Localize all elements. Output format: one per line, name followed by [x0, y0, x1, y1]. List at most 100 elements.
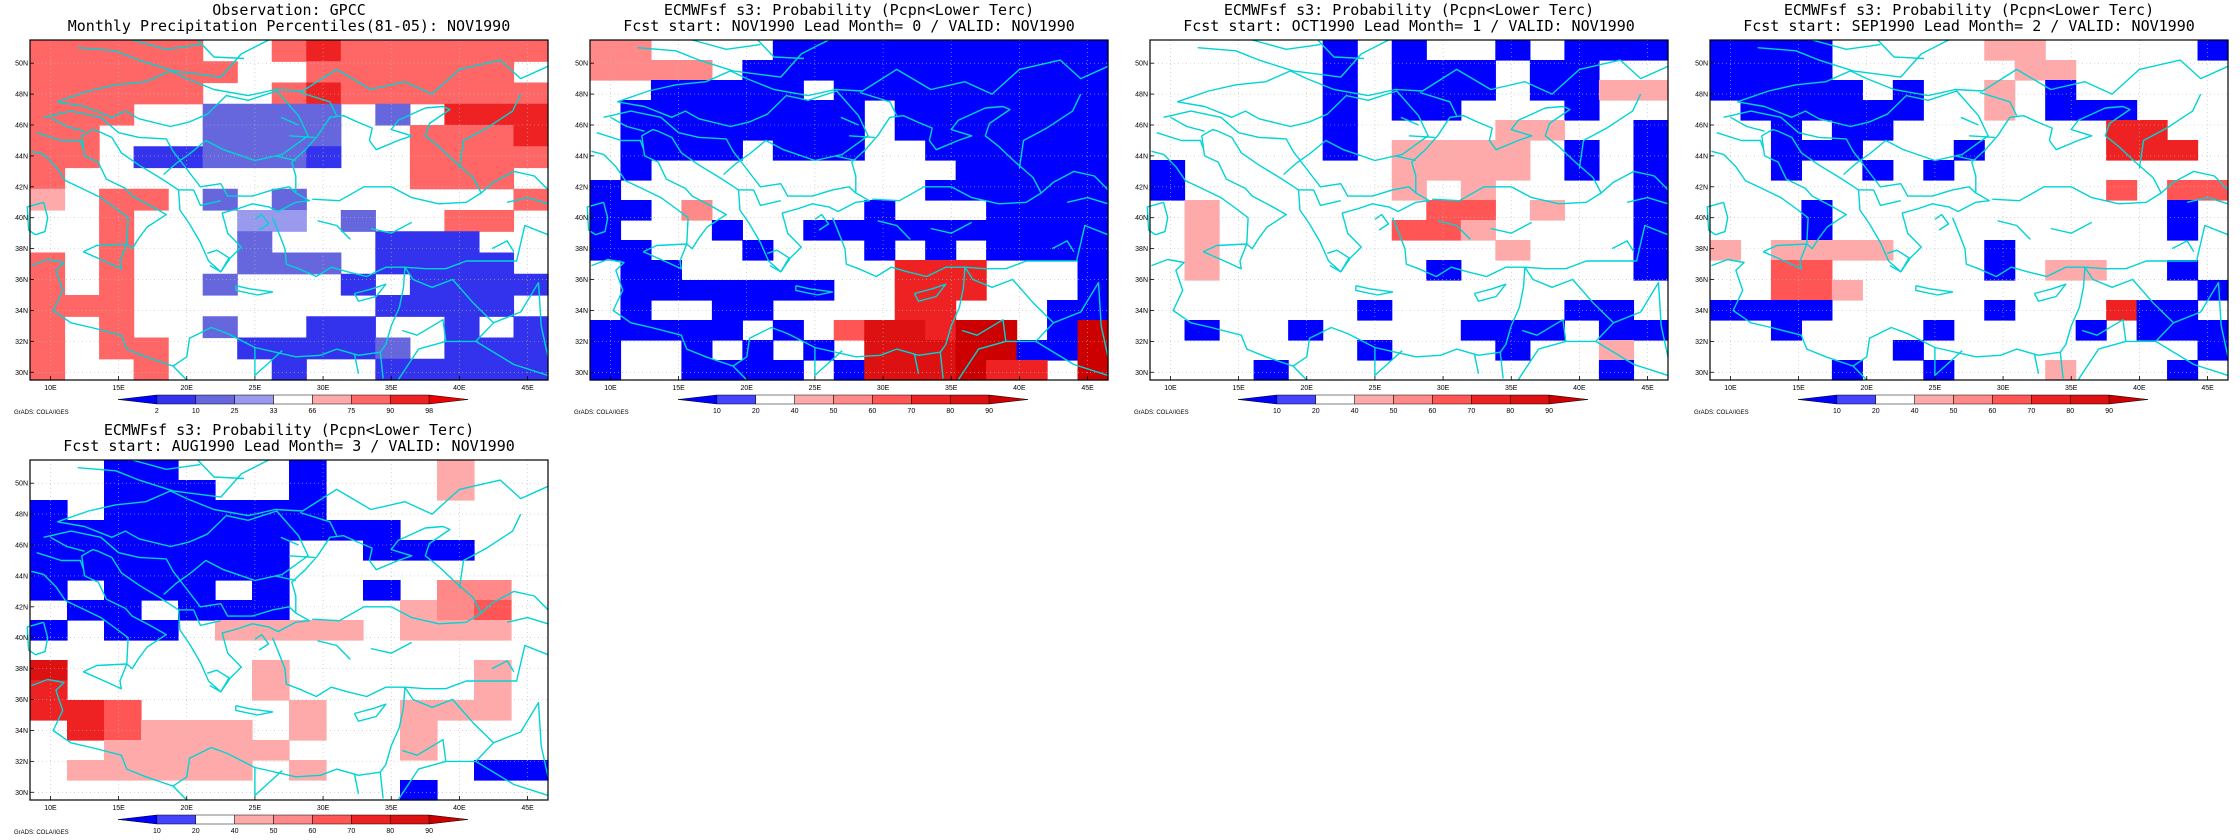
map-cell	[2136, 300, 2168, 321]
coastline	[43, 110, 297, 197]
map-cell	[64, 103, 100, 126]
map-cell	[178, 600, 216, 621]
map-cell	[30, 620, 68, 641]
map-cell	[620, 100, 652, 121]
map-cell	[306, 103, 342, 126]
map-cell	[1426, 140, 1462, 161]
map-cell	[168, 40, 204, 62]
coastline	[57, 59, 549, 103]
lon-tick-label: 35E	[385, 385, 398, 392]
map-cell	[1016, 180, 1048, 201]
map-cell	[409, 61, 445, 84]
coastline	[379, 772, 384, 799]
map-cell	[833, 140, 865, 161]
lon-tick-label: 15E	[1792, 385, 1805, 392]
coastline	[1473, 353, 1480, 374]
map-cell	[711, 140, 743, 161]
coastline	[401, 739, 447, 762]
coastline	[1419, 91, 1458, 117]
map-cell	[2075, 260, 2107, 281]
coastline	[1812, 39, 1881, 50]
map-cell	[955, 220, 987, 241]
map-cell	[1801, 300, 1833, 321]
lat-tick-label: 36N	[575, 277, 588, 284]
map-cell	[925, 80, 957, 101]
map-cell	[444, 167, 480, 190]
coastline	[1979, 91, 2018, 117]
map-cell	[1047, 100, 1079, 121]
map-cell	[99, 61, 135, 84]
colorbar-swatch	[234, 814, 274, 825]
map-cell	[1770, 280, 1803, 301]
colorbar-label: 90	[2105, 408, 2113, 415]
map-cell	[620, 320, 652, 341]
map-cell	[620, 120, 652, 141]
map-cell	[1016, 80, 1048, 101]
map-panel-observation: Observation: GPCC Monthly Precipitation P…	[10, 0, 550, 420]
map-cell	[202, 103, 238, 126]
map-cell	[620, 40, 652, 61]
coastline	[1051, 240, 1075, 253]
lon-tick-label: 15E	[112, 805, 125, 812]
coastline	[1326, 249, 1350, 273]
coastline	[2138, 93, 2202, 169]
map-cell	[67, 720, 105, 741]
map-cell	[2045, 80, 2077, 101]
map-cell	[1831, 140, 1863, 161]
lat-tick-label: 30N	[575, 370, 588, 377]
map-cell	[1077, 160, 1109, 181]
coastline	[964, 224, 1109, 270]
map-cell	[99, 316, 135, 339]
graticule	[1710, 40, 2228, 380]
lon-tick-label: 45E	[521, 805, 534, 812]
lon-tick-label: 20E	[181, 385, 194, 392]
map-cell	[1923, 160, 1955, 181]
map-cell	[271, 82, 307, 105]
graticule	[30, 460, 548, 800]
coastline	[766, 249, 790, 273]
map-cell	[803, 220, 835, 241]
lat-tick-label: 50N	[15, 61, 28, 68]
coastline	[835, 155, 856, 162]
map-cell	[650, 260, 683, 281]
map-cell	[1322, 120, 1358, 141]
map-cell	[590, 60, 622, 81]
lat-tick-label: 50N	[15, 481, 28, 488]
colorbar-swatch	[949, 394, 990, 405]
map-cell	[620, 300, 652, 321]
colorbar-swatch	[794, 394, 834, 405]
map-cell	[30, 580, 68, 601]
map-cell	[252, 660, 290, 681]
map-cell	[1633, 320, 1669, 341]
lat-tick-label: 44N	[15, 573, 28, 580]
map-cell	[375, 103, 411, 126]
map-cell	[99, 273, 135, 296]
coastline	[57, 479, 549, 523]
map-cell	[2045, 360, 2077, 381]
coastline	[1711, 150, 1848, 250]
map-cell	[986, 80, 1018, 101]
coastline	[1716, 132, 1764, 149]
map-cell	[513, 273, 549, 296]
map-cell	[711, 280, 743, 301]
map-cell	[2106, 180, 2138, 201]
map-cell	[437, 600, 475, 621]
map-frame	[589, 39, 1109, 381]
panel-svg: ECMWFsf s3: Probability (Pcpn<Lower Terc…	[570, 0, 1110, 420]
map-cell	[1016, 220, 1048, 241]
map-cell	[375, 61, 411, 84]
panel-svg: ECMWFsf s3: Probability (Pcpn<Lower Terc…	[1130, 0, 1670, 420]
coastline	[1613, 281, 1669, 357]
map-cell	[67, 700, 105, 721]
map-cell	[772, 80, 804, 101]
map-cell	[1016, 200, 1048, 221]
map-cell	[30, 82, 66, 105]
coastline	[1156, 132, 1204, 149]
coastline	[1298, 189, 1341, 207]
map-cell	[340, 61, 376, 84]
map-cell	[1047, 140, 1079, 161]
map-cell	[1426, 80, 1462, 101]
map-cell	[1770, 140, 1803, 161]
lat-tick-label: 46N	[1135, 123, 1148, 130]
lat-tick-label: 50N	[1695, 61, 1708, 68]
